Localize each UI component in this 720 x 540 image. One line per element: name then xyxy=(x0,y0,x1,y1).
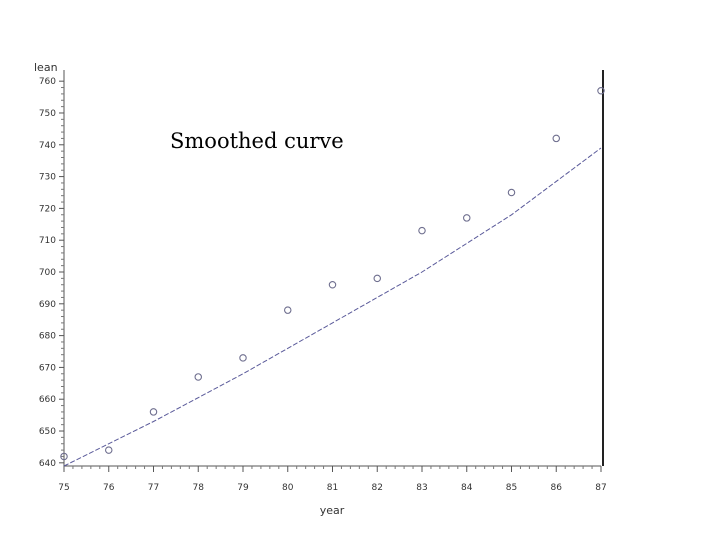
data-point xyxy=(552,134,560,143)
y-tick-label: 650 xyxy=(39,427,56,437)
data-point xyxy=(418,226,426,235)
x-tick-label: 76 xyxy=(103,483,115,493)
x-tick-label: 84 xyxy=(461,483,473,493)
y-tick-label: 680 xyxy=(39,332,56,342)
data-point xyxy=(105,446,113,454)
y-tick-label: 710 xyxy=(39,236,56,246)
y-tick-label: 670 xyxy=(39,363,56,373)
smoothed-line-series xyxy=(63,147,602,467)
y-tick-label: 700 xyxy=(39,268,56,278)
data-point xyxy=(328,280,337,289)
y-tick-label: 760 xyxy=(39,77,56,87)
data-point-series xyxy=(60,86,605,461)
data-point xyxy=(149,408,158,416)
data-point xyxy=(373,274,381,283)
y-tick-label: 690 xyxy=(39,300,56,310)
data-point xyxy=(462,214,471,222)
data-point xyxy=(239,354,247,362)
x-tick-label: 82 xyxy=(372,483,383,493)
x-axis-title: year xyxy=(320,504,345,517)
y-axis-title: lean xyxy=(34,61,58,74)
x-tick-label: 85 xyxy=(506,483,517,493)
x-tick-label: 79 xyxy=(237,483,249,493)
y-tick-label: 750 xyxy=(39,109,56,119)
x-tick-label: 78 xyxy=(193,483,205,493)
x-tick-label: 86 xyxy=(551,483,563,493)
y-tick-label: 730 xyxy=(39,173,56,183)
x-axis-ticks: 75 76 77 78 79 80 81 82 83 84 85 86 87 xyxy=(58,466,607,493)
chart-annotation: Smoothed curve xyxy=(170,129,344,153)
data-point xyxy=(194,373,203,381)
data-point xyxy=(507,188,516,197)
y-tick-label: 740 xyxy=(39,141,56,151)
data-point xyxy=(283,306,292,314)
y-tick-label: 660 xyxy=(39,395,56,405)
y-tick-label: 640 xyxy=(39,459,56,469)
x-tick-label: 83 xyxy=(416,483,427,493)
y-tick-label: 720 xyxy=(39,204,56,214)
x-tick-label: 81 xyxy=(327,483,338,493)
x-tick-label: 75 xyxy=(58,483,69,493)
x-tick-label: 80 xyxy=(282,483,294,493)
y-axis-ticks: 640 650 660 670 680 690 700 710 720 730 740 750 760 xyxy=(39,77,64,469)
smoothed-curve-line xyxy=(63,147,602,467)
data-point xyxy=(60,452,68,461)
x-tick-label: 87 xyxy=(595,483,606,493)
x-tick-label: 77 xyxy=(148,483,159,493)
data-point xyxy=(597,86,605,95)
